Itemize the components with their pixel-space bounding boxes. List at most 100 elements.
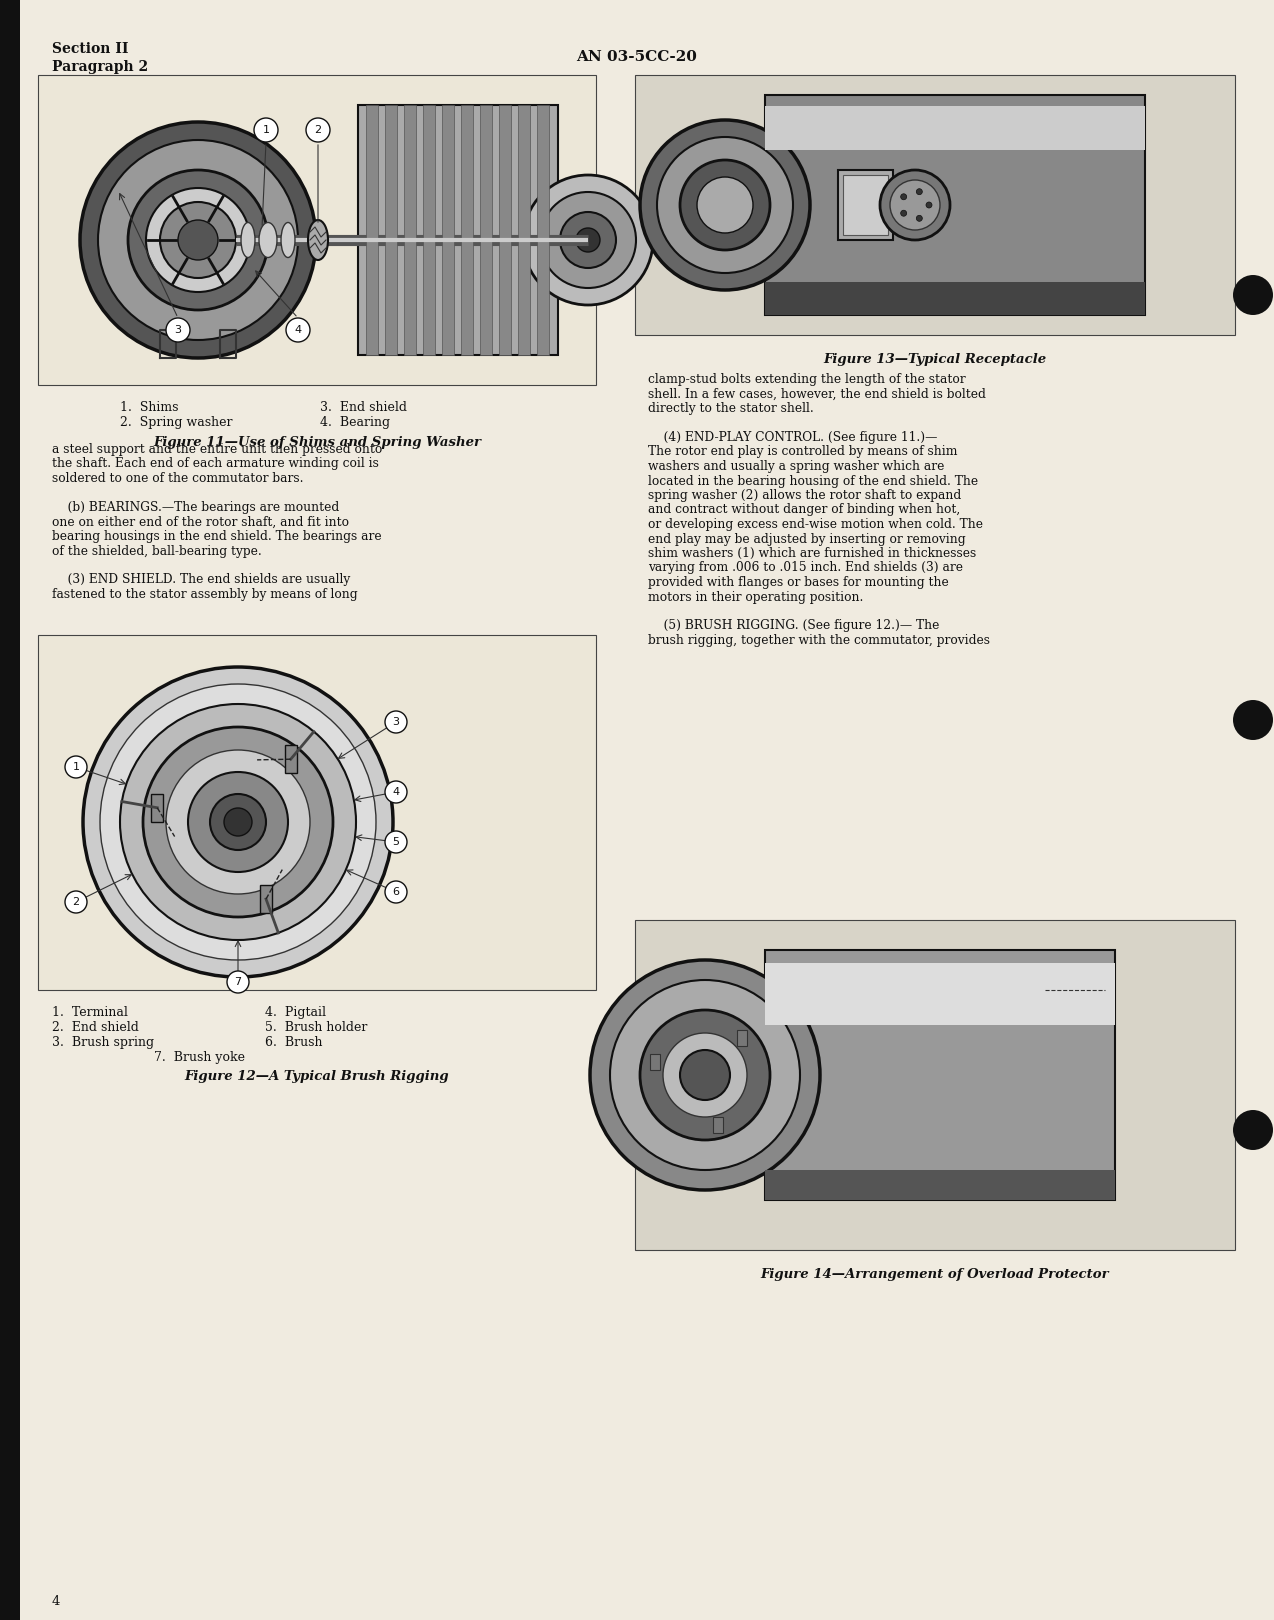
Bar (423, 105, 434, 355)
Text: provided with flanges or bases for mounting the: provided with flanges or bases for mount… (648, 577, 949, 590)
Bar (519, 105, 530, 355)
Text: spring washer (2) allows the rotor shaft to expand: spring washer (2) allows the rotor shaft… (648, 489, 962, 502)
Bar (764, 949, 1115, 1200)
Text: varying from .006 to .015 inch. End shields (3) are: varying from .006 to .015 inch. End shie… (648, 562, 963, 575)
Circle shape (610, 980, 800, 1170)
Circle shape (65, 757, 87, 778)
Text: 5: 5 (392, 838, 400, 847)
Circle shape (576, 228, 600, 253)
Text: soldered to one of the commutator bars.: soldered to one of the commutator bars. (52, 471, 303, 484)
Circle shape (385, 711, 406, 732)
Bar (538, 105, 549, 355)
Ellipse shape (259, 222, 276, 258)
Text: 7.  Brush yoke: 7. Brush yoke (154, 1051, 246, 1064)
Bar (843, 175, 888, 235)
Text: (3) END SHIELD. The end shields are usually: (3) END SHIELD. The end shields are usua… (52, 573, 350, 586)
Text: Paragraph 2: Paragraph 2 (52, 60, 148, 75)
Bar (358, 105, 558, 355)
Circle shape (891, 180, 940, 230)
Circle shape (254, 118, 278, 143)
Ellipse shape (282, 222, 296, 258)
Ellipse shape (241, 222, 255, 258)
Circle shape (680, 1050, 730, 1100)
Circle shape (224, 808, 252, 836)
Bar (736, 1030, 747, 1047)
Ellipse shape (308, 220, 327, 259)
Text: the shaft. Each end of each armature winding coil is: the shaft. Each end of each armature win… (52, 457, 378, 470)
Circle shape (83, 667, 392, 977)
Text: The rotor end play is controlled by means of shim: The rotor end play is controlled by mean… (648, 446, 958, 458)
Bar (385, 105, 397, 355)
Circle shape (657, 138, 792, 274)
Text: located in the bearing housing of the end shield. The: located in the bearing housing of the en… (648, 475, 978, 488)
Circle shape (210, 794, 266, 850)
Text: shell. In a few cases, however, the end shield is bolted: shell. In a few cases, however, the end … (648, 387, 986, 400)
Text: 1: 1 (73, 761, 79, 773)
Bar (713, 1118, 724, 1134)
Text: Figure 13—Typical Receptacle: Figure 13—Typical Receptacle (823, 353, 1046, 366)
Circle shape (1233, 275, 1273, 314)
Bar (838, 170, 893, 240)
Circle shape (98, 139, 298, 340)
Text: 6.  Brush: 6. Brush (265, 1037, 322, 1050)
Bar (461, 105, 473, 355)
Circle shape (880, 170, 950, 240)
Bar (284, 745, 297, 773)
Text: a steel support and the entire unit then pressed onto: a steel support and the entire unit then… (52, 442, 382, 455)
Text: clamp-stud bolts extending the length of the stator: clamp-stud bolts extending the length of… (648, 373, 966, 386)
Text: end play may be adjusted by inserting or removing: end play may be adjusted by inserting or… (648, 533, 966, 546)
Text: 5.  Brush holder: 5. Brush holder (265, 1021, 367, 1034)
Circle shape (680, 160, 769, 249)
Text: of the shielded, ball-bearing type.: of the shielded, ball-bearing type. (52, 544, 261, 557)
Bar (152, 794, 163, 821)
Text: 2: 2 (315, 125, 321, 134)
Bar (764, 282, 1145, 314)
Bar (634, 920, 1235, 1251)
Text: one on either end of the rotor shaft, and fit into: one on either end of the rotor shaft, an… (52, 515, 349, 528)
Bar (764, 1170, 1115, 1200)
Text: or developing excess end-wise motion when cold. The: or developing excess end-wise motion whe… (648, 518, 984, 531)
Circle shape (143, 727, 333, 917)
Bar (38, 75, 596, 386)
Circle shape (127, 170, 268, 309)
Text: 2.  End shield: 2. End shield (52, 1021, 139, 1034)
Text: 4.  Pigtail: 4. Pigtail (265, 1006, 326, 1019)
Bar (499, 105, 511, 355)
Text: and contract without danger of binding when hot,: and contract without danger of binding w… (648, 504, 961, 517)
Text: 3: 3 (392, 718, 400, 727)
Circle shape (1233, 1110, 1273, 1150)
Bar (260, 885, 273, 914)
Circle shape (640, 1009, 769, 1140)
Circle shape (385, 881, 406, 902)
Text: (4) END-PLAY CONTROL. (See figure 11.)—: (4) END-PLAY CONTROL. (See figure 11.)— (648, 431, 938, 444)
Text: fastened to the stator assembly by means of long: fastened to the stator assembly by means… (52, 588, 358, 601)
Circle shape (916, 188, 922, 194)
Text: 3.  Brush spring: 3. Brush spring (52, 1037, 154, 1050)
Text: 7: 7 (234, 977, 242, 987)
Text: 4: 4 (52, 1596, 60, 1609)
Text: motors in their operating position.: motors in their operating position. (648, 591, 864, 604)
Text: 1.  Terminal: 1. Terminal (52, 1006, 127, 1019)
Circle shape (65, 891, 87, 914)
Circle shape (385, 781, 406, 804)
Bar (764, 105, 1145, 151)
Circle shape (80, 122, 316, 358)
Text: Figure 14—Arrangement of Overload Protector: Figure 14—Arrangement of Overload Protec… (761, 1268, 1110, 1281)
Bar (404, 105, 417, 355)
Circle shape (926, 202, 933, 207)
Circle shape (662, 1034, 747, 1118)
Text: Figure 11—Use of Shims and Spring Washer: Figure 11—Use of Shims and Spring Washer (153, 436, 482, 449)
Text: 4: 4 (294, 326, 302, 335)
Text: 3.  End shield: 3. End shield (320, 402, 406, 415)
Circle shape (147, 188, 250, 292)
Bar (764, 96, 1145, 314)
Circle shape (385, 831, 406, 854)
Bar (38, 635, 596, 990)
Text: 4: 4 (392, 787, 400, 797)
Text: (b) BEARINGS.—The bearings are mounted: (b) BEARINGS.—The bearings are mounted (52, 501, 339, 514)
Text: 2.  Spring washer: 2. Spring washer (120, 416, 232, 429)
Bar (480, 105, 492, 355)
Circle shape (590, 961, 820, 1191)
Bar (442, 105, 454, 355)
Bar (634, 75, 1235, 335)
